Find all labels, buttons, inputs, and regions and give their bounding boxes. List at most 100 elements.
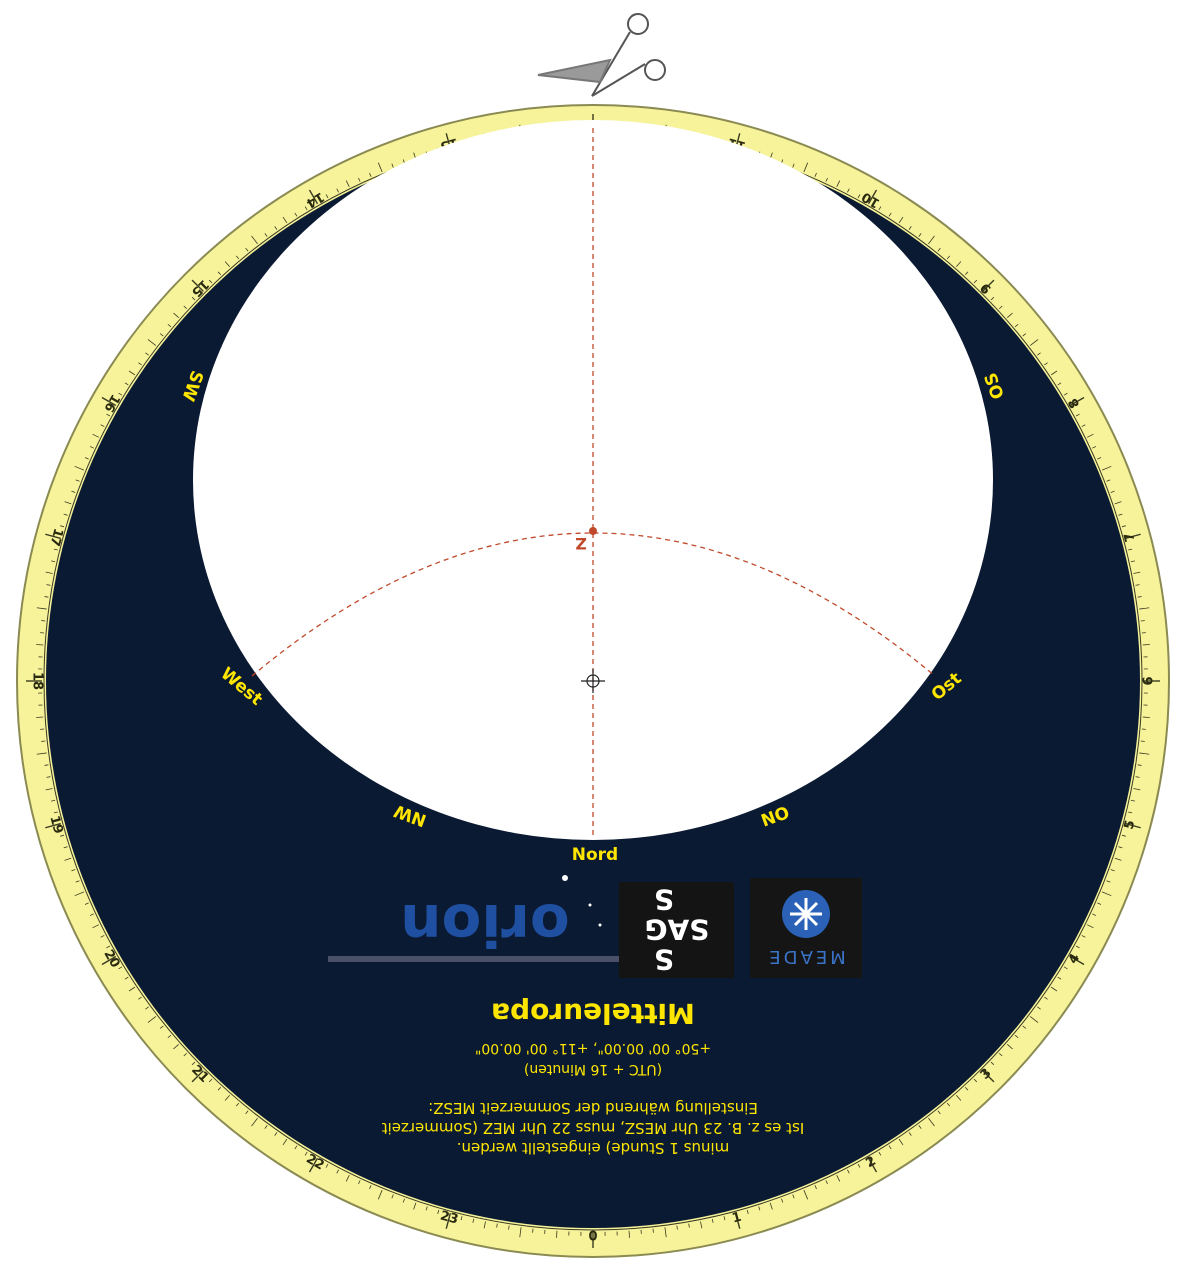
sas-logo-mid: SAG xyxy=(645,913,710,946)
ring-tick xyxy=(676,1225,678,1230)
ring-tick xyxy=(191,279,204,292)
ring-tick xyxy=(1110,869,1115,872)
ring-tick xyxy=(1135,776,1140,778)
ring-tick xyxy=(325,1163,329,1168)
ring-tick xyxy=(89,913,94,916)
ring-tick xyxy=(1118,513,1123,516)
ring-tick xyxy=(235,1102,240,1107)
ring-tick xyxy=(325,194,329,199)
region-title: Mitteleuropa xyxy=(491,997,695,1030)
ring-tick xyxy=(908,1132,912,1136)
ring-tick xyxy=(208,279,213,284)
ring-tick xyxy=(377,1189,383,1200)
ring-tick xyxy=(294,212,298,217)
ring-tick xyxy=(245,247,249,252)
ring-tick xyxy=(1086,433,1094,438)
ring-tick xyxy=(814,1185,817,1190)
ring-tick xyxy=(1133,788,1141,791)
ring-tick xyxy=(64,501,72,505)
ring-tick xyxy=(63,846,68,849)
ring-tick xyxy=(946,255,951,260)
ring-tick xyxy=(1086,924,1094,929)
ring-tick xyxy=(44,764,49,766)
ring-tick xyxy=(918,1125,922,1129)
ring-tick xyxy=(391,1194,394,1199)
ring-tick xyxy=(1125,822,1141,829)
ring-tick xyxy=(391,163,394,168)
ring-tick xyxy=(92,433,100,438)
ring-tick xyxy=(159,1025,164,1029)
coordinates: +50° 00' 00.00", +11° 00' 00.00" xyxy=(475,1040,711,1056)
ring-tick xyxy=(847,188,850,193)
ring-tick xyxy=(781,1198,784,1203)
ring-tick xyxy=(888,1145,892,1150)
ring-tick xyxy=(308,1157,319,1173)
ring-tick xyxy=(483,1221,486,1229)
ring-tick xyxy=(998,1052,1003,1057)
ring-tick xyxy=(734,1213,741,1229)
ring-tick xyxy=(118,392,123,396)
ring-tick xyxy=(1121,525,1126,528)
ring-tick xyxy=(208,1078,213,1083)
ring-tick xyxy=(847,1169,850,1174)
ring-tick xyxy=(1029,339,1039,346)
ring-tick xyxy=(217,271,222,276)
meade-logo: MEADE xyxy=(750,878,862,978)
ring-tick xyxy=(1130,799,1135,802)
hour-label: 23 xyxy=(438,1208,459,1227)
ring-tick xyxy=(128,370,136,376)
ring-tick xyxy=(282,216,288,224)
ring-tick xyxy=(74,891,85,897)
ring-tick xyxy=(282,1138,288,1146)
ring-tick xyxy=(1101,891,1112,897)
ring-tick xyxy=(92,924,100,929)
ring-tick xyxy=(937,1110,941,1115)
ring-tick xyxy=(898,216,904,224)
ring-tick xyxy=(101,396,117,407)
ring-tick xyxy=(857,194,861,199)
ring-tick xyxy=(1063,392,1068,396)
utc-note: (UTC + 16 Minuten) xyxy=(524,1061,662,1077)
ring-tick xyxy=(74,465,85,471)
ring-tick xyxy=(274,1132,278,1136)
ring-tick xyxy=(973,1078,978,1083)
ring-tick xyxy=(45,571,53,574)
ring-tick xyxy=(898,1138,904,1146)
ring-tick xyxy=(723,1216,726,1221)
ring-tick xyxy=(928,235,935,245)
ring-tick xyxy=(402,1198,405,1203)
ring-tick xyxy=(167,323,172,328)
ring-tick xyxy=(1044,996,1048,1000)
ring-tick xyxy=(159,333,164,337)
ring-tick xyxy=(1063,966,1068,970)
ring-tick xyxy=(1133,571,1141,574)
zenith-dot xyxy=(589,527,597,535)
ring-tick xyxy=(803,1189,809,1200)
ring-tick xyxy=(1014,323,1019,328)
ring-tick xyxy=(825,1180,828,1185)
hour-label: 18 xyxy=(30,672,45,690)
hour-label: 1 xyxy=(731,1210,744,1227)
ring-tick xyxy=(836,180,841,188)
ring-tick xyxy=(145,352,149,356)
ring-tick xyxy=(84,902,89,905)
ring-tick xyxy=(964,1086,969,1091)
ring-tick xyxy=(308,189,319,205)
ring-tick xyxy=(224,1095,231,1101)
crosshair-icon xyxy=(581,669,605,693)
ring-tick xyxy=(460,1216,463,1221)
zenith-label: Z xyxy=(575,534,587,553)
ring-tick xyxy=(792,163,795,168)
ring-tick xyxy=(71,490,76,493)
ring-tick xyxy=(304,206,308,211)
ring-tick xyxy=(1050,370,1058,376)
ring-tick xyxy=(1106,880,1111,883)
ring-tick xyxy=(89,446,94,449)
ring-tick xyxy=(964,271,969,276)
ring-tick xyxy=(1135,584,1140,586)
scissors-icon xyxy=(537,13,666,97)
ring-tick xyxy=(235,255,240,260)
ring-tick xyxy=(51,560,56,563)
ring-tick xyxy=(746,1209,749,1214)
summer-line-1: Einstellung während der Sommerzeit MESZ: xyxy=(428,1099,758,1117)
